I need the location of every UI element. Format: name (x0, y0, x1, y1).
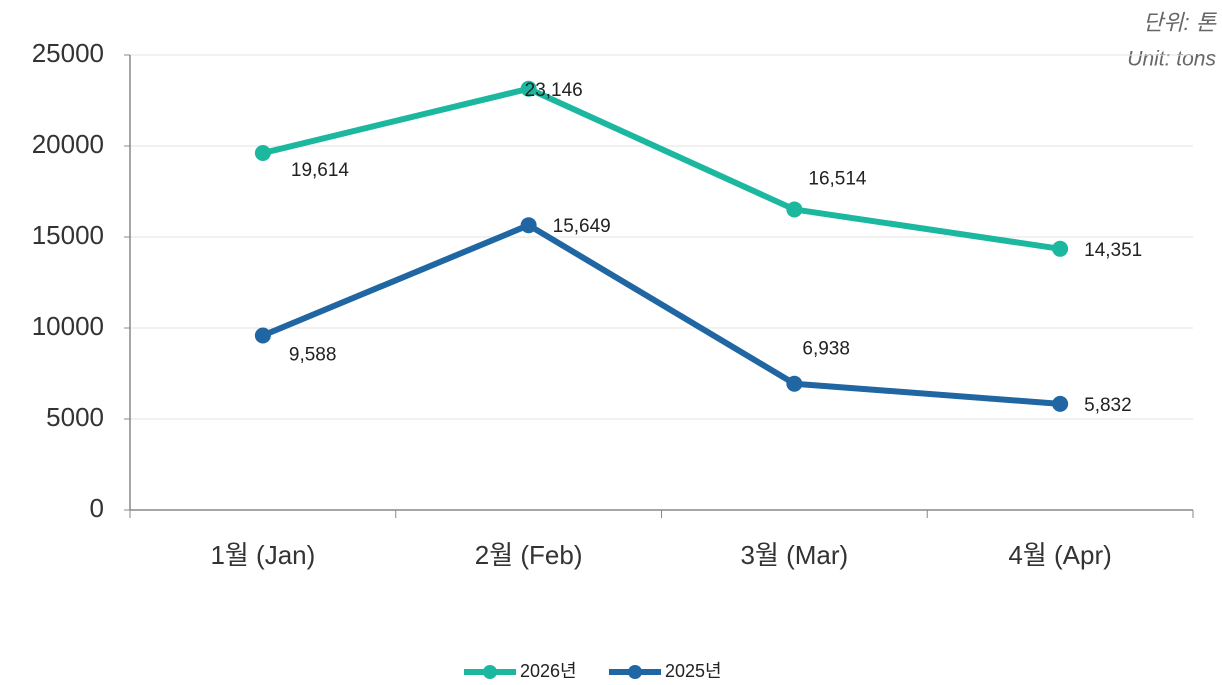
y-tick-label: 25000 (32, 38, 104, 68)
data-point (786, 201, 803, 218)
data-label: 6,938 (802, 339, 850, 360)
data-point (254, 145, 271, 162)
data-label: 14,351 (1084, 240, 1142, 261)
legend-label: 2025년 (665, 661, 722, 681)
data-point (520, 217, 537, 234)
unit-note-en: Unit: tons (1127, 48, 1216, 71)
legend-marker (483, 665, 497, 679)
data-label: 23,146 (525, 80, 583, 101)
legend-marker (628, 665, 642, 679)
y-tick-label: 15000 (32, 220, 104, 250)
data-point (520, 80, 537, 97)
x-tick-label: 2월 (Feb) (475, 540, 583, 570)
data-label: 16,514 (808, 168, 867, 189)
data-label: 5,832 (1084, 395, 1132, 416)
x-tick-label: 4월 (Apr) (1008, 540, 1111, 570)
x-tick-label: 3월 (Mar) (741, 540, 849, 570)
x-tick-label: 1월 (Jan) (210, 540, 315, 570)
data-label: 9,588 (289, 345, 337, 366)
series-line (261, 222, 1061, 407)
data-label: 15,649 (553, 216, 611, 237)
data-point (1052, 395, 1069, 412)
data-label: 19,614 (291, 160, 350, 181)
data-point (254, 327, 271, 344)
unit-note-ko: 단위: 톤 (1143, 10, 1218, 35)
y-tick-label: 10000 (32, 311, 104, 341)
data-point (1052, 240, 1069, 257)
series-line (262, 85, 1061, 252)
data-point (786, 375, 803, 392)
y-tick-label: 20000 (32, 129, 104, 159)
y-tick-label: 0 (90, 493, 104, 523)
y-tick-label: 5000 (46, 402, 104, 432)
legend-label: 2026년 (520, 661, 577, 681)
